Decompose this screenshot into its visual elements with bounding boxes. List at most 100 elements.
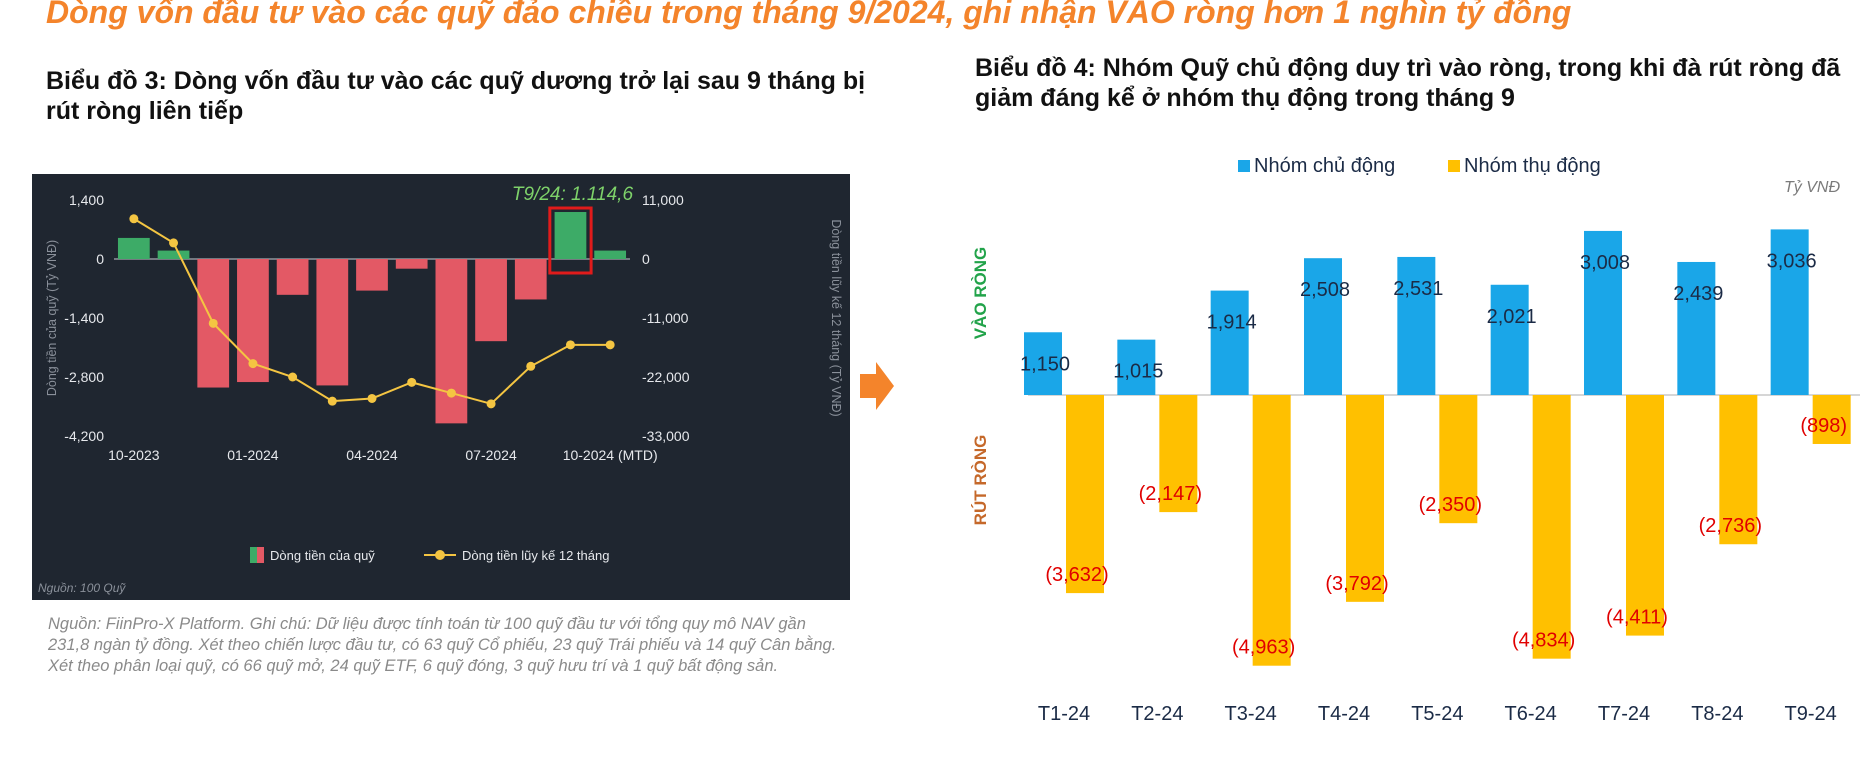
right-arrow-icon [860, 362, 894, 410]
active-value-label: 2,531 [1393, 278, 1443, 300]
cumulative-point [129, 214, 139, 224]
flow-bar [276, 259, 309, 295]
y-tick-label: 0 [96, 251, 104, 267]
passive-bar [1066, 395, 1104, 594]
flow-bar [435, 259, 468, 424]
highlight-annotation: T9/24: 1.114,6 [512, 184, 634, 205]
chart3-title: Biểu đồ 3: Dòng vốn đầu tư vào các quỹ d… [46, 67, 866, 125]
active-value-label: 2,439 [1673, 283, 1723, 305]
chart4-fund-groups: 1,150 (3,632) T1-24 1,015 (2,147) T2-24 1,914 (… [971, 155, 1860, 725]
highlight-box [548, 206, 593, 275]
passive-bar [1439, 395, 1478, 524]
active-bar [1490, 284, 1529, 395]
active-bar [1024, 332, 1062, 395]
y-tick-label: -4,200 [64, 428, 104, 444]
passive-value-label: (4,834) [1512, 630, 1575, 652]
x-tick-label: T5-24 [1411, 703, 1463, 725]
flow-bar [554, 212, 587, 259]
active-bar [1677, 261, 1716, 395]
legend-swatch [257, 547, 264, 563]
passive-value-label: (3,632) [1045, 564, 1108, 586]
legend-marker [435, 550, 445, 560]
passive-bar [1159, 395, 1198, 513]
y2-tick-label: 11,000 [642, 192, 684, 208]
flow-bar [356, 259, 388, 291]
report-headline: Dòng vốn đầu tư vào các quỹ đảo chiều tr… [46, 0, 1572, 30]
passive-bar [1252, 395, 1291, 666]
y2-tick-label: -11,000 [642, 310, 689, 326]
y2-tick-label: -33,000 [642, 428, 690, 444]
x-tick-label: T6-24 [1505, 703, 1557, 725]
active-bar [1770, 229, 1809, 395]
cumulative-point [248, 359, 258, 369]
legend-label: Nhóm thụ động [1464, 155, 1601, 177]
x-tick-label: 07-2024 [465, 447, 517, 463]
passive-value-label: (2,736) [1699, 515, 1762, 537]
flow-bar [514, 259, 547, 300]
y-tick-label: 1,400 [69, 192, 104, 208]
x-tick-label: 04-2024 [346, 447, 398, 463]
cumulative-point [288, 372, 298, 382]
passive-value-label: (3,792) [1325, 573, 1388, 595]
x-tick-label: T3-24 [1225, 703, 1277, 725]
cumulative-point [208, 318, 218, 328]
active-bar [1397, 256, 1436, 395]
x-tick-label: T7-24 [1598, 703, 1650, 725]
cumulative-point [605, 340, 615, 350]
active-bar [1117, 339, 1156, 395]
active-bar [1210, 290, 1249, 395]
legend-label: Nhóm chủ động [1254, 155, 1395, 177]
unit-label: Tỷ VNĐ [1784, 179, 1840, 196]
active-bar [1304, 258, 1342, 395]
y-tick-label: -1,400 [64, 310, 104, 326]
x-tick-label: T9-24 [1785, 703, 1837, 725]
passive-value-label: (898) [1800, 415, 1847, 437]
active-value-label: 3,036 [1767, 250, 1817, 272]
cumulative-point [407, 377, 417, 387]
active-value-label: 2,021 [1487, 306, 1537, 328]
x-tick-label: 10-2023 [108, 447, 160, 463]
legend-swatch [1448, 160, 1460, 172]
passive-bar [1626, 395, 1664, 636]
passive-value-label: (2,147) [1139, 483, 1202, 505]
active-value-label: 1,150 [1020, 353, 1070, 375]
y2-tick-label: -22,000 [642, 369, 690, 385]
legend-swatch [1238, 160, 1250, 172]
active-bar [1584, 230, 1622, 395]
passive-bar [1812, 395, 1851, 444]
y-axis-label: Dòng tiền của quỹ (Tỷ VNĐ) [45, 240, 59, 396]
flow-bar [157, 250, 190, 259]
passive-bar [1719, 395, 1758, 545]
flow-bar [395, 259, 428, 269]
x-tick-label: T2-24 [1131, 703, 1183, 725]
passive-bar [1532, 395, 1571, 659]
cumulative-point [327, 396, 337, 406]
chart4-title: Biểu đồ 4: Nhóm Quỹ chủ động duy trì vào… [975, 54, 1841, 112]
legend-swatch [250, 547, 257, 563]
flow-bar [316, 259, 349, 386]
cumulative-point [169, 238, 179, 248]
flow-bar [117, 237, 150, 259]
x-tick-label: 10-2024 (MTD) [563, 447, 658, 463]
x-tick-label: T4-24 [1318, 703, 1370, 725]
source-note: Nguồn: FiinPro-X Platform. Ghi chú: Dữ l… [48, 615, 837, 675]
active-value-label: 2,508 [1300, 279, 1350, 301]
passive-bar [1346, 395, 1384, 602]
chart3-source: Nguồn: 100 Quỹ [38, 581, 126, 595]
legend-label: Dòng tiền lũy kế 12 tháng [462, 548, 609, 563]
cumulative-point [367, 393, 377, 403]
active-value-label: 1,914 [1207, 312, 1257, 334]
y-label-inflow: VÀO RÒNG [971, 247, 990, 340]
cumulative-point [565, 340, 575, 350]
cumulative-point [446, 388, 456, 398]
x-tick-label: T1-24 [1038, 703, 1090, 725]
cumulative-point [486, 399, 496, 409]
passive-value-label: (4,963) [1232, 637, 1295, 659]
y2-axis-label: Dòng tiền lũy kế 12 tháng (Tỷ VNĐ) [829, 219, 843, 416]
flow-bar [475, 259, 507, 342]
x-tick-label: 01-2024 [227, 447, 279, 463]
flow-bar [594, 250, 627, 259]
cumulative-point [526, 361, 536, 371]
y2-tick-label: 0 [642, 251, 650, 267]
x-tick-label: T8-24 [1691, 703, 1743, 725]
